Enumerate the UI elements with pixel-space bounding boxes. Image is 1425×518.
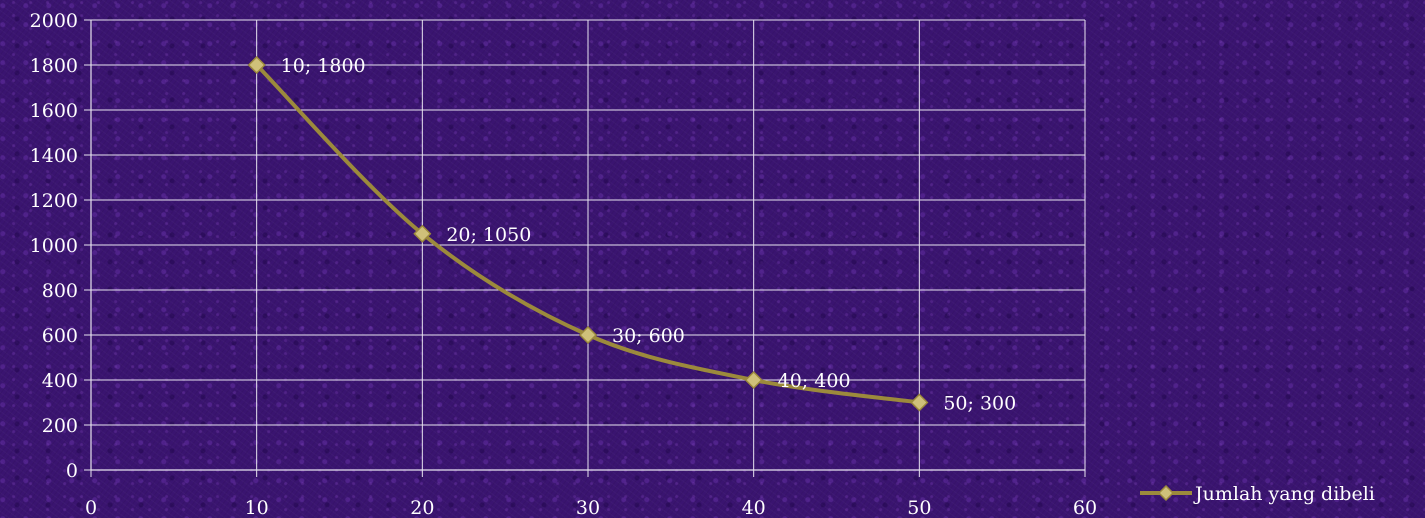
y-tick-label: 400 xyxy=(42,370,78,392)
legend: Jumlah yang dibeli xyxy=(1140,483,1375,505)
legend-label: Jumlah yang dibeli xyxy=(1193,483,1375,505)
y-tick-label: 1200 xyxy=(30,190,78,212)
axes xyxy=(84,19,1086,477)
y-tick-label: 800 xyxy=(42,280,78,302)
data-point-marker xyxy=(910,393,929,412)
x-tick-label: 60 xyxy=(1073,497,1097,518)
y-tick-label: 600 xyxy=(42,325,78,347)
grid-lines xyxy=(91,19,1086,470)
x-tick-label: 0 xyxy=(85,497,97,518)
data-point-marker xyxy=(578,325,598,345)
data-label: 10; 1800 xyxy=(281,55,366,77)
y-tick-label: 1600 xyxy=(30,100,78,122)
y-tick-labels: 0 200 400 600 800 1000 1200 1400 1600 1800 2000 xyxy=(30,10,78,482)
x-tick-label: 20 xyxy=(410,497,434,518)
y-tick-label: 200 xyxy=(42,415,78,437)
x-tick-label: 30 xyxy=(576,497,600,518)
y-tick-label: 1800 xyxy=(30,55,78,77)
data-label: 20; 1050 xyxy=(446,224,531,246)
data-label: 30; 600 xyxy=(612,325,685,347)
data-point-marker xyxy=(413,224,432,243)
x-tick-label: 50 xyxy=(907,497,931,518)
data-point-marker xyxy=(744,370,763,390)
data-point-marker xyxy=(247,55,266,75)
y-tick-label: 0 xyxy=(66,460,78,482)
data-label: 40; 400 xyxy=(778,370,851,392)
series xyxy=(247,55,929,412)
data-label: 50; 300 xyxy=(943,393,1016,415)
x-tick-labels: 0 10 20 30 40 50 60 xyxy=(85,497,1097,518)
legend-marker xyxy=(1157,484,1175,502)
y-tick-label: 1400 xyxy=(30,145,78,167)
y-tick-label: 2000 xyxy=(30,10,78,32)
y-tick-label: 1000 xyxy=(30,235,78,257)
x-tick-label: 40 xyxy=(742,497,766,518)
x-tick-label: 10 xyxy=(245,497,269,518)
data-labels: 10; 1800 20; 1050 30; 600 40; 400 50; 300 xyxy=(281,55,1017,415)
